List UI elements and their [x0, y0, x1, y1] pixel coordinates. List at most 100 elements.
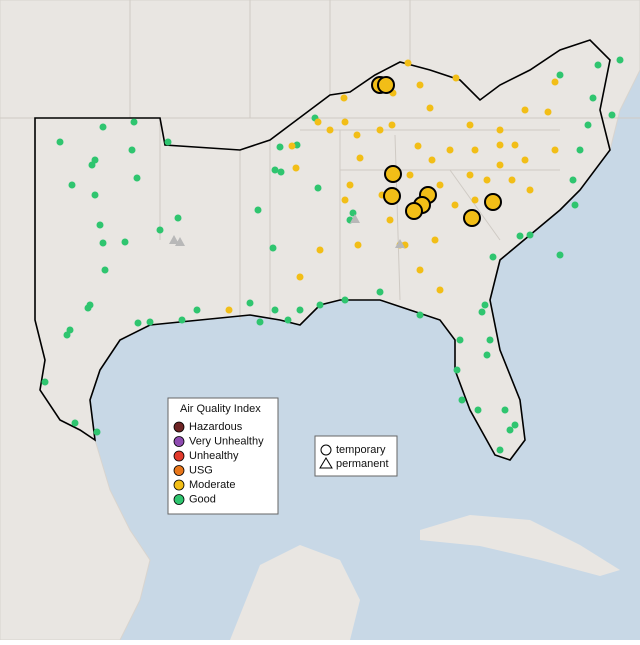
region-outline	[34, 39, 611, 461]
monitor-moderate	[508, 176, 516, 184]
shape-label: permanent	[336, 458, 389, 470]
monitor-good	[178, 316, 186, 324]
legend-swatch	[173, 436, 185, 447]
monitor-moderate	[452, 74, 460, 82]
monitor-moderate	[288, 142, 296, 150]
legend-label: Moderate	[189, 479, 235, 491]
monitor-moderate	[292, 164, 300, 172]
monitor-moderate	[526, 186, 534, 194]
monitor-good	[121, 238, 129, 246]
monitor-good	[84, 304, 92, 312]
triangle-symbol	[319, 457, 333, 469]
monitor-permanent	[169, 235, 179, 244]
legend-swatch	[173, 421, 185, 433]
monitor-good	[246, 299, 254, 307]
monitor-moderate	[431, 236, 439, 244]
legend-swatch	[173, 465, 185, 476]
monitor-moderate	[386, 216, 394, 224]
monitor-good	[277, 168, 285, 176]
monitor-moderate	[356, 154, 364, 162]
monitor-moderate	[346, 181, 354, 189]
monitor-good	[68, 181, 76, 189]
monitor-moderate	[416, 266, 424, 274]
monitor-good	[376, 288, 384, 296]
monitor-temporary	[484, 193, 502, 211]
monitor-moderate	[426, 104, 434, 112]
monitor-good	[556, 251, 564, 259]
monitor-moderate	[451, 201, 459, 209]
monitor-temporary	[383, 187, 401, 205]
monitor-moderate	[471, 196, 479, 204]
legend-label: Very Unhealthy	[189, 435, 264, 447]
monitor-good	[489, 253, 497, 261]
monitor-good	[174, 214, 182, 222]
monitor-moderate	[341, 118, 349, 126]
legend-swatch	[173, 450, 185, 462]
monitor-good	[256, 318, 264, 326]
monitor-good	[164, 138, 172, 146]
monitor-good	[130, 118, 138, 126]
monitor-good	[128, 146, 136, 154]
monitor-moderate	[544, 108, 552, 116]
monitor-moderate	[551, 78, 559, 86]
monitor-good	[453, 366, 461, 374]
monitor-moderate	[466, 121, 474, 129]
legend-swatch	[173, 494, 185, 505]
monitor-temporary	[463, 209, 481, 227]
monitor-good	[41, 378, 49, 386]
legend-box	[167, 397, 279, 515]
yucatan	[230, 545, 360, 640]
monitor-good	[156, 226, 164, 234]
monitor-good	[101, 266, 109, 274]
monitor-moderate	[404, 59, 412, 67]
monitor-good	[501, 406, 509, 414]
monitor-good	[193, 306, 201, 314]
monitor-permanent	[395, 239, 405, 248]
monitor-temporary	[377, 76, 395, 94]
monitor-good	[456, 336, 464, 344]
monitor-good	[341, 296, 349, 304]
monitor-moderate	[388, 121, 396, 129]
monitor-good	[571, 201, 579, 209]
shape-label: temporary	[336, 444, 386, 456]
monitor-good	[314, 184, 322, 192]
monitor-moderate	[316, 246, 324, 254]
monitor-moderate	[428, 156, 436, 164]
monitor-good	[96, 221, 104, 229]
monitor-good	[284, 316, 292, 324]
monitor-moderate	[511, 141, 519, 149]
legend-title: Air Quality Index	[180, 403, 261, 415]
monitor-moderate	[406, 171, 414, 179]
monitor-good	[511, 421, 519, 429]
monitor-good	[608, 111, 616, 119]
monitor-temporary	[405, 202, 423, 220]
monitor-good	[584, 121, 592, 129]
legend-label: USG	[189, 464, 213, 476]
monitor-temporary	[384, 165, 402, 183]
monitor-permanent	[350, 214, 360, 223]
monitor-moderate	[551, 146, 559, 154]
monitor-moderate	[521, 106, 529, 114]
monitor-good	[316, 301, 324, 309]
monitor-good	[589, 94, 597, 102]
monitor-good	[594, 61, 602, 69]
monitor-good	[88, 161, 96, 169]
legend-label: Good	[189, 493, 216, 505]
monitor-good	[99, 239, 107, 247]
monitor-moderate	[466, 171, 474, 179]
monitor-moderate	[314, 118, 322, 126]
monitor-good	[416, 311, 424, 319]
monitor-moderate	[496, 161, 504, 169]
monitor-good	[56, 138, 64, 146]
monitor-good	[458, 396, 466, 404]
monitors	[41, 56, 624, 454]
monitor-moderate	[416, 81, 424, 89]
monitor-good	[271, 306, 279, 314]
monitor-moderate	[496, 126, 504, 134]
monitor-moderate	[483, 176, 491, 184]
monitor-good	[134, 319, 142, 327]
monitor-good	[526, 231, 534, 239]
monitor-moderate	[436, 181, 444, 189]
monitor-moderate	[326, 126, 334, 134]
